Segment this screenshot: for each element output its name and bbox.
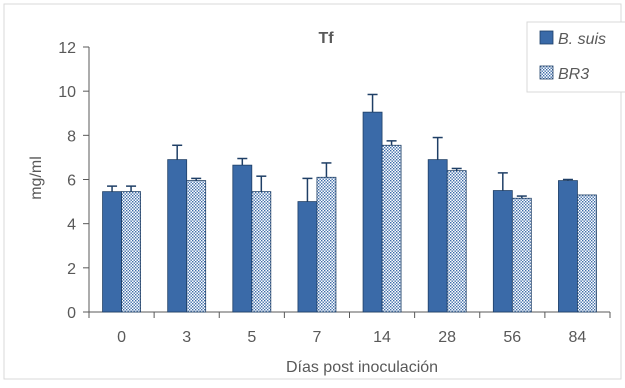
chart-title: Tf xyxy=(318,30,334,47)
legend-label-b-suis: B. suis xyxy=(558,31,606,48)
bar-b-suis-0 xyxy=(102,191,122,313)
bar-b-suis-7 xyxy=(297,201,318,313)
legend-label-br3: BR3 xyxy=(558,66,589,83)
x-tick-label: 7 xyxy=(312,329,321,346)
x-tick-label: 56 xyxy=(503,329,521,346)
bar-b-suis-28 xyxy=(427,159,448,313)
error-bars-group xyxy=(107,93,573,202)
y-axis: 0 2 4 6 8 10 12 xyxy=(58,40,90,322)
x-tick-label: 84 xyxy=(569,329,587,346)
y-tick-label: 4 xyxy=(67,217,76,234)
x-tick-label: 28 xyxy=(438,329,456,346)
bar-b-suis-3 xyxy=(167,159,188,313)
bar-b-suis-5 xyxy=(232,164,253,313)
bar-b-suis-56 xyxy=(492,190,513,313)
bar-br3-7 xyxy=(316,176,337,313)
y-tick-label: 10 xyxy=(58,84,76,101)
y-tick-label: 12 xyxy=(58,40,76,57)
y-axis-label: mg/ml xyxy=(28,156,45,200)
y-tick-label: 8 xyxy=(67,128,76,145)
bar-br3-5 xyxy=(251,191,272,313)
bar-br3-28 xyxy=(446,170,467,313)
x-tick-label: 14 xyxy=(373,329,391,346)
legend: B. suis BR3 xyxy=(526,21,625,93)
bar-b-suis-84 xyxy=(558,180,578,313)
bar-br3-84 xyxy=(577,194,597,313)
x-tick-label: 0 xyxy=(117,329,126,346)
bar-br3-56 xyxy=(511,197,532,313)
x-tick-label: 3 xyxy=(182,329,191,346)
bar-br3-14 xyxy=(381,144,402,313)
x-tick-label: 5 xyxy=(247,329,256,346)
bar-br3-0 xyxy=(121,191,141,313)
legend-swatch-br3 xyxy=(539,65,554,80)
y-tick-label: 0 xyxy=(67,305,76,322)
bar-b-suis-14 xyxy=(362,111,383,313)
bar-br3-3 xyxy=(186,180,207,313)
legend-swatch-b-suis xyxy=(539,30,554,45)
x-axis-label: Días post inoculación xyxy=(286,359,438,376)
y-tick-label: 6 xyxy=(67,173,76,190)
y-tick-label: 2 xyxy=(67,261,76,278)
bars-group xyxy=(102,111,597,313)
